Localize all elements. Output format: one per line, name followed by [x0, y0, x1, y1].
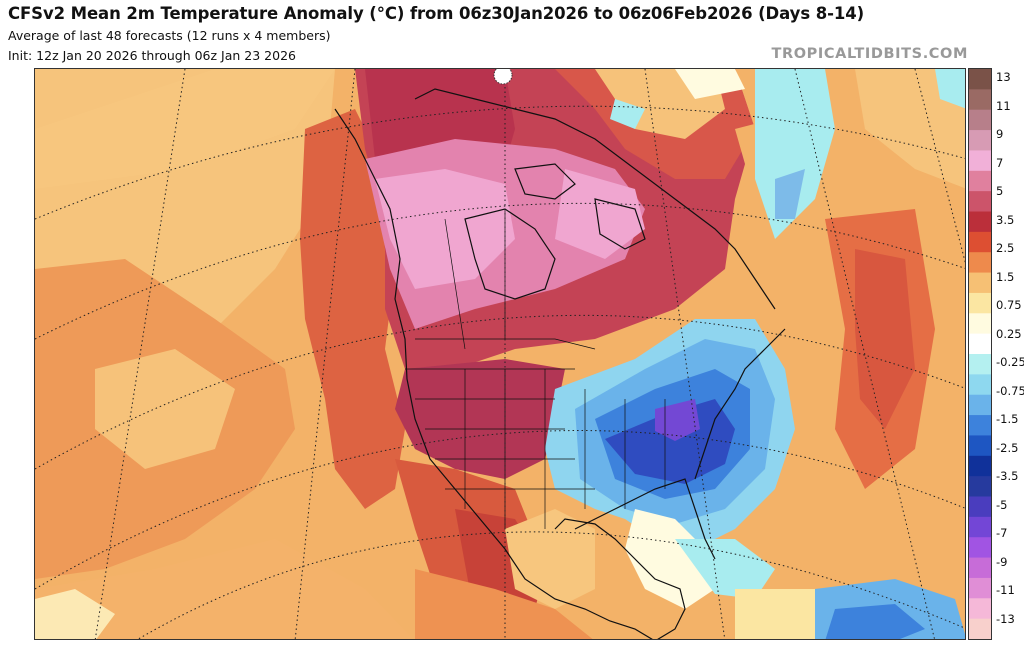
- colorbar-label: -2.5: [996, 440, 1019, 455]
- colorbar-label: -11: [996, 583, 1015, 597]
- colorbar-label: -5: [996, 497, 1008, 512]
- colorbar-swatch: [969, 598, 991, 620]
- colorbar-swatch: [969, 130, 991, 152]
- colorbar: [968, 68, 992, 640]
- colorbar-label: 0.25: [996, 326, 1022, 341]
- colorbar-swatches: [969, 69, 991, 639]
- colorbar-swatch: [969, 577, 991, 599]
- eastern-cold-purple: [655, 399, 700, 441]
- colorbar-label: -1.5: [996, 412, 1019, 426]
- colorbar-label: -9: [996, 554, 1008, 569]
- colorbar-labels: 13 11 9 7 5 3.5 2.5 1.5 0.75 0.25 -0.25 -0.75 -1.5 -2…: [996, 68, 1024, 640]
- colorbar-label: 1.5: [996, 269, 1015, 284]
- brand-watermark: TROPICALTIDBITS.COM: [771, 46, 968, 62]
- colorbar-label: -0.25: [996, 355, 1024, 369]
- colorbar-label: -13: [996, 611, 1015, 626]
- subtitle-average: Average of last 48 forecasts (12 runs x …: [8, 28, 331, 43]
- coastlines: [334, 88, 786, 639]
- colorbar-label: -0.75: [996, 383, 1024, 398]
- colorbar-swatch: [969, 292, 991, 314]
- subtitle-init: Init: 12z Jan 20 2026 through 06z Jan 23…: [8, 48, 296, 63]
- colorbar-swatch: [969, 211, 991, 233]
- colorbar-swatch: [969, 354, 991, 375]
- colorbar-swatch: [969, 109, 991, 131]
- colorbar-swatch: [969, 170, 991, 192]
- colorbar-swatch: [969, 557, 991, 579]
- colorbar-label: 0.75: [996, 298, 1022, 312]
- graticule: [35, 69, 965, 639]
- colorbar-label: 3.5: [996, 212, 1015, 227]
- colorbar-swatch: [969, 191, 991, 213]
- north-pole-marker: [493, 69, 513, 85]
- colorbar-swatch: [969, 333, 991, 355]
- colorbar-swatch: [969, 496, 991, 518]
- colorbar-swatch: [969, 69, 991, 90]
- colorbar-label: 9: [996, 127, 1004, 141]
- colorbar-swatch: [969, 455, 991, 477]
- colorbar-label: 7: [996, 155, 1004, 170]
- colorbar-swatch: [969, 374, 991, 396]
- colorbar-swatch: [969, 231, 991, 253]
- colorbar-label: 2.5: [996, 241, 1015, 255]
- colorbar-swatch: [969, 537, 991, 559]
- colorbar-label: 11: [996, 98, 1011, 113]
- map-canvas: [35, 69, 965, 639]
- colorbar-swatch: [969, 272, 991, 294]
- colorbar-swatch: [969, 89, 991, 111]
- colorbar-label: 5: [996, 184, 1004, 198]
- map-title: CFSv2 Mean 2m Temperature Anomaly (°C) f…: [8, 4, 865, 23]
- colorbar-swatch: [969, 394, 991, 416]
- colorbar-label: -3.5: [996, 469, 1019, 483]
- colorbar-swatch: [969, 252, 991, 274]
- colorbar-label: 13: [996, 70, 1011, 84]
- colorbar-swatch: [969, 435, 991, 457]
- anomaly-map: [34, 68, 966, 640]
- colorbar-swatch: [969, 313, 991, 335]
- colorbar-label: -7: [996, 526, 1008, 540]
- header: CFSv2 Mean 2m Temperature Anomaly (°C) f…: [8, 0, 1018, 68]
- colorbar-swatch: [969, 516, 991, 538]
- colorbar-swatch: [969, 150, 991, 172]
- colorbar-swatch: [969, 415, 991, 437]
- colorbar-swatch: [969, 618, 991, 639]
- plains-warm-region: [395, 359, 565, 479]
- eastern-cold-core: [605, 399, 735, 484]
- colorbar-swatch: [969, 476, 991, 498]
